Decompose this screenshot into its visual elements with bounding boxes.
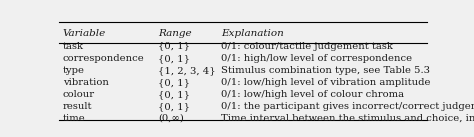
Text: {0, 1}: {0, 1} [158,102,191,111]
Text: Time interval between the stimulus and choice, in sec: Time interval between the stimulus and c… [221,114,474,123]
Text: Range: Range [158,29,192,38]
Text: {0, 1}: {0, 1} [158,42,191,51]
Text: (0,∞): (0,∞) [158,114,184,123]
Text: colour: colour [63,90,95,99]
Text: Explanation: Explanation [221,29,283,38]
Text: 0/1: low/high level of vibration amplitude: 0/1: low/high level of vibration amplitu… [221,78,430,87]
Text: {0, 1}: {0, 1} [158,78,191,87]
Text: result: result [63,102,92,111]
Text: 0/1: high/low level of correspondence: 0/1: high/low level of correspondence [221,54,412,63]
Text: time: time [63,114,86,123]
Text: 0/1: colour/tactile judgement task: 0/1: colour/tactile judgement task [221,42,393,51]
Text: Stimulus combination type, see Table 5.3: Stimulus combination type, see Table 5.3 [221,66,430,75]
Text: Variable: Variable [63,29,106,38]
Text: task: task [63,42,84,51]
Text: {0, 1}: {0, 1} [158,90,191,99]
Text: vibration: vibration [63,78,109,87]
Text: correspondence: correspondence [63,54,145,63]
Text: {0, 1}: {0, 1} [158,54,191,63]
Text: type: type [63,66,85,75]
Text: {1, 2, 3, 4}: {1, 2, 3, 4} [158,66,216,75]
Text: 0/1: low/high level of colour chroma: 0/1: low/high level of colour chroma [221,90,404,99]
Text: 0/1: the participant gives incorrect/correct judgement: 0/1: the participant gives incorrect/cor… [221,102,474,111]
